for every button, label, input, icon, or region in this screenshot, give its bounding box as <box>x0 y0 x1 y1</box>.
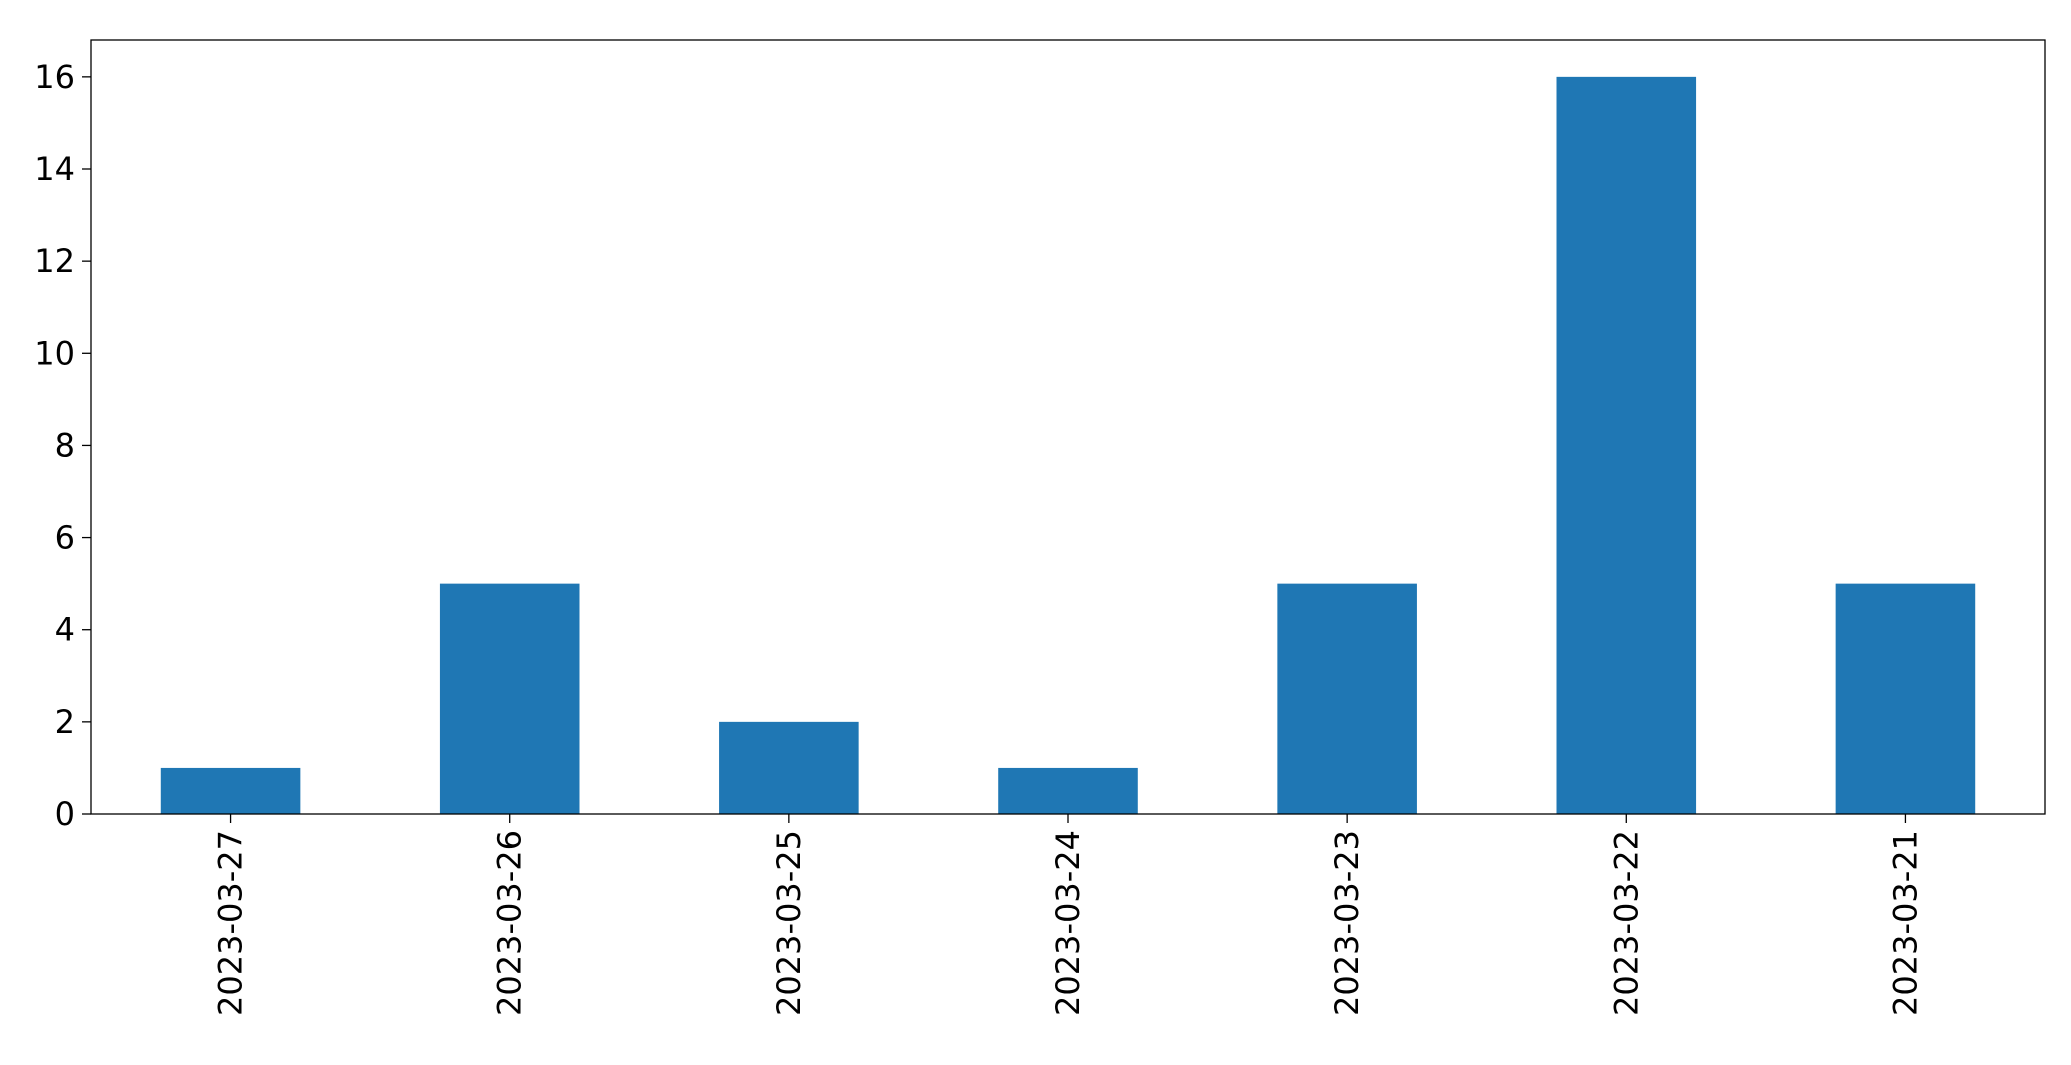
x-tick-label: 2023-03-24 <box>1049 830 1087 1016</box>
bar-2023-03-24 <box>998 767 1138 814</box>
x-tick-label: 2023-03-22 <box>1607 830 1645 1016</box>
x-tick-label: 2023-03-23 <box>1328 830 1366 1016</box>
bar-2023-03-26 <box>439 583 580 814</box>
y-axis: 0 2 4 6 8 10 12 14 16 <box>34 58 91 833</box>
x-axis: 2023-03-27 2023-03-26 2023-03-25 2023-03-24… <box>212 814 1924 1016</box>
y-tick-label: 16 <box>34 58 75 96</box>
y-tick-label: 6 <box>55 519 75 557</box>
bar-2023-03-21 <box>1835 583 1976 814</box>
bar-2023-03-27 <box>160 767 301 814</box>
bar-2023-03-22 <box>1556 76 1697 815</box>
plot-frame <box>90 39 2046 815</box>
x-tick-label: 2023-03-25 <box>770 830 808 1016</box>
y-tick-label: 10 <box>34 334 75 372</box>
x-tick-label: 2023-03-27 <box>212 830 250 1016</box>
y-tick-label: 2 <box>55 703 75 741</box>
bar-2023-03-25 <box>719 721 859 814</box>
bars-layer <box>160 76 1976 815</box>
bar-2023-03-23 <box>1277 583 1417 814</box>
y-tick-label: 8 <box>55 426 75 464</box>
y-tick-label: 14 <box>34 150 75 188</box>
y-tick-label: 0 <box>55 795 75 833</box>
y-tick-label: 12 <box>34 242 75 280</box>
y-tick-label: 4 <box>55 611 75 649</box>
x-tick-label: 2023-03-21 <box>1886 830 1924 1016</box>
x-tick-label: 2023-03-26 <box>491 830 529 1016</box>
